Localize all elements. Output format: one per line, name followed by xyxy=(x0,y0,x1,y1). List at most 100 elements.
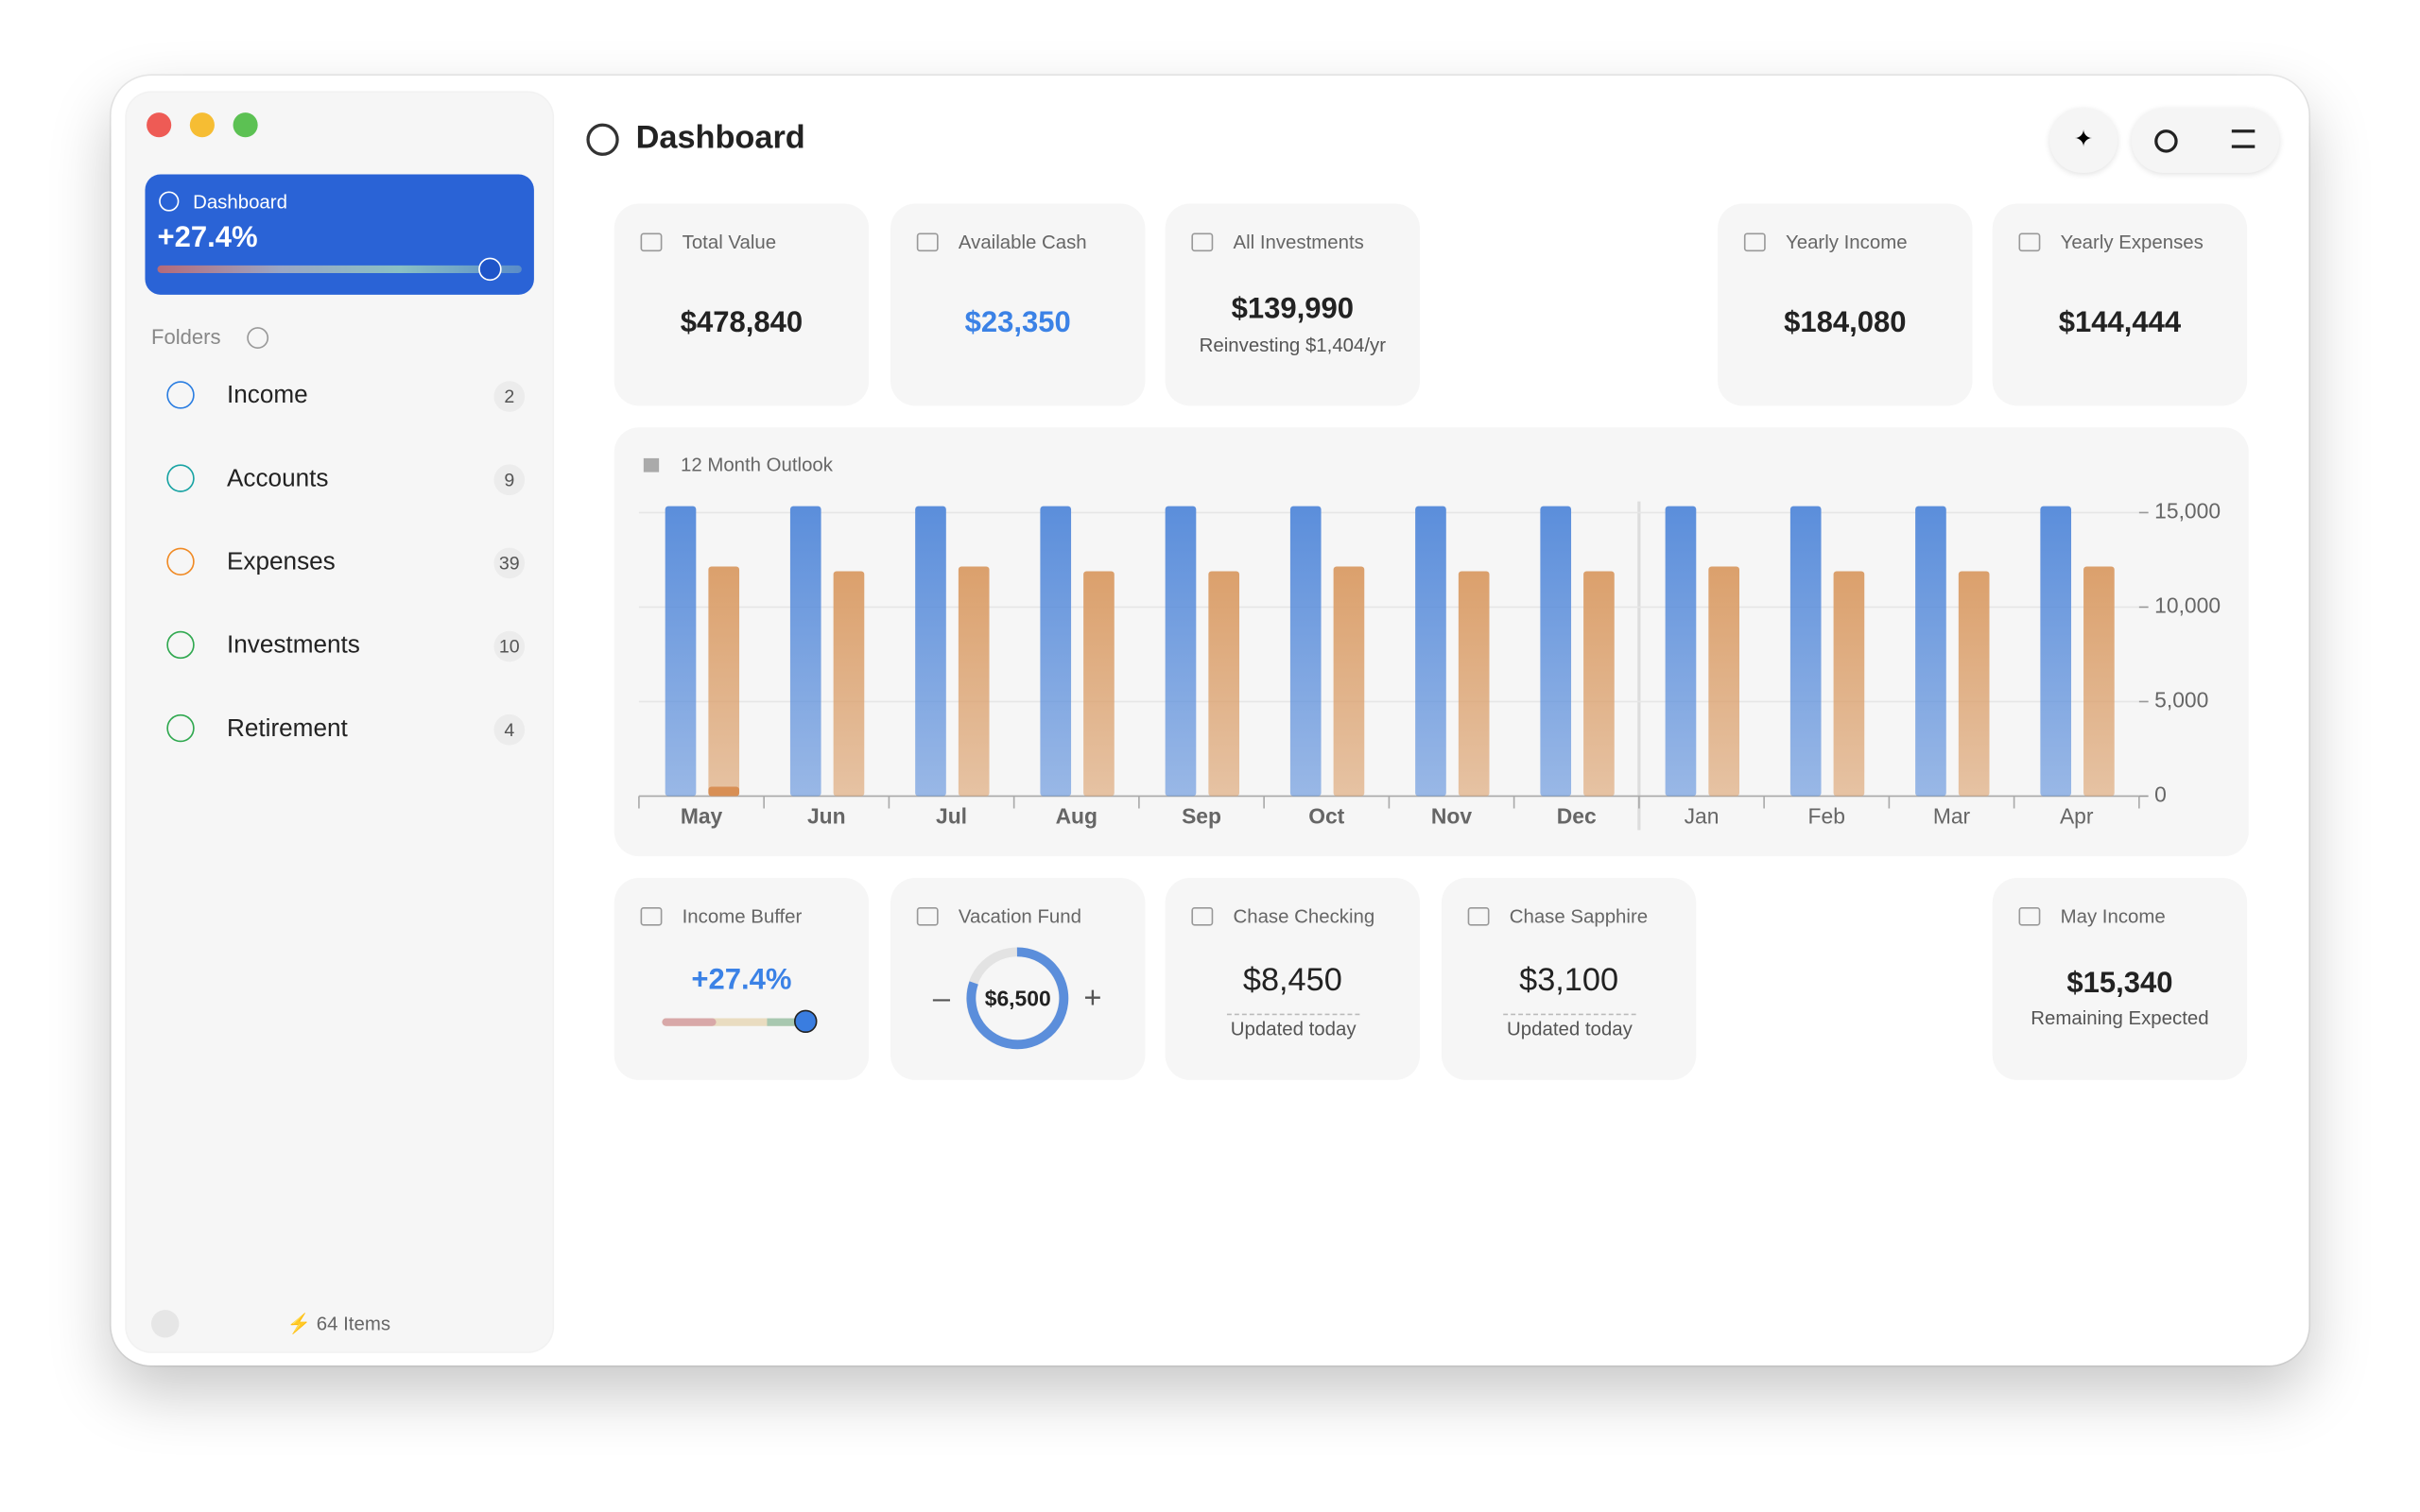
bar xyxy=(665,506,697,797)
chart-icon xyxy=(643,457,660,472)
folder-icon xyxy=(166,713,195,743)
stat-card: Chase Sapphire $3,100 Updated today xyxy=(1441,877,1697,1080)
x-tick-label: Oct xyxy=(1308,803,1344,828)
card-value: $139,990 xyxy=(1231,293,1355,326)
bar xyxy=(1458,571,1490,797)
x-tick-label: Jan xyxy=(1685,803,1720,828)
card-note: Reinvesting $1,404/yr xyxy=(1199,335,1387,357)
add-folder-button[interactable] xyxy=(247,327,269,349)
toolbar-group xyxy=(2131,108,2280,173)
card-label: May Income xyxy=(2060,905,2166,928)
card-value: $3,100 xyxy=(1519,962,1619,999)
bar xyxy=(1958,571,1990,797)
card-note: Remaining Expected xyxy=(2031,1007,2209,1029)
folder-row[interactable]: Expenses 39 xyxy=(148,534,534,595)
dashboard-card[interactable]: Dashboard +27.4% xyxy=(145,174,534,295)
card-label: All Investments xyxy=(1233,231,1364,253)
card-note: Updated today xyxy=(1503,1013,1636,1040)
stat-card: Vacation Fund $6,500 xyxy=(890,877,1146,1080)
card-value: $6,500 xyxy=(984,986,1051,1011)
folders-label: Folders xyxy=(150,325,221,349)
bar xyxy=(1915,506,1946,797)
bar xyxy=(1583,571,1615,797)
x-tick-label: May xyxy=(681,803,723,828)
magic-button[interactable]: ✦ xyxy=(2049,108,2118,173)
bar xyxy=(1833,571,1865,797)
folder-name: Expenses xyxy=(226,549,336,576)
card-icon xyxy=(640,232,663,252)
folder-name: Accounts xyxy=(226,466,329,492)
folder-row[interactable]: Income 2 xyxy=(148,368,534,429)
x-tick-label: Aug xyxy=(1056,803,1098,828)
folder-row[interactable]: Investments 10 xyxy=(148,617,534,679)
card-icon xyxy=(2018,906,2041,926)
card-label: Yearly Income xyxy=(1785,231,1908,253)
x-tick-label: Sep xyxy=(1182,803,1221,828)
play-button[interactable] xyxy=(2154,129,2178,153)
card-value: $8,450 xyxy=(1242,962,1342,999)
page-title: Dashboard xyxy=(635,120,805,156)
card-value: $144,444 xyxy=(2058,306,2182,340)
buffer-knob[interactable] xyxy=(793,1009,818,1034)
folder-name: Income xyxy=(226,382,308,409)
card-value: +27.4% xyxy=(691,964,792,997)
bar xyxy=(789,506,821,797)
x-tick-label: Mar xyxy=(1933,803,1971,828)
stat-card: Yearly Income $184,080 xyxy=(1718,203,1973,406)
zoom-button[interactable] xyxy=(233,112,258,138)
bar xyxy=(708,786,740,797)
folder-row[interactable]: Retirement 4 xyxy=(148,700,534,762)
bar xyxy=(958,566,990,797)
bar xyxy=(1208,571,1240,797)
bar xyxy=(2040,506,2072,797)
bar xyxy=(1708,566,1739,797)
dashboard-card-value: +27.4% xyxy=(157,222,258,255)
folder-row[interactable]: Accounts 9 xyxy=(148,451,534,512)
dashboard-card-title: Dashboard xyxy=(193,191,287,214)
close-button[interactable] xyxy=(147,112,172,138)
card-label: Chase Sapphire xyxy=(1509,905,1649,928)
card-label: Available Cash xyxy=(958,231,1087,253)
card-label: Yearly Expenses xyxy=(2060,231,2204,253)
folder-count: 10 xyxy=(493,630,526,662)
bar xyxy=(1415,506,1446,797)
card-value: $478,840 xyxy=(680,306,804,340)
increment-button[interactable]: + xyxy=(1083,980,1101,1015)
card-label: Chase Checking xyxy=(1233,905,1375,928)
item-count: 64 Items xyxy=(316,1313,391,1335)
minimize-button[interactable] xyxy=(189,112,215,138)
folder-icon xyxy=(166,464,195,492)
stat-card: Income Buffer +27.4% xyxy=(614,877,870,1080)
card-icon xyxy=(1191,232,1214,252)
card-icon xyxy=(2018,232,2041,252)
card-icon xyxy=(640,906,663,926)
x-tick-label: Jun xyxy=(807,803,846,828)
bar xyxy=(1040,506,1072,797)
stat-card: Chase Checking $8,450 Updated today xyxy=(1165,877,1421,1080)
bar xyxy=(1165,506,1197,797)
folder-name: Investments xyxy=(226,632,360,660)
history-button[interactable] xyxy=(150,1310,180,1338)
bar xyxy=(1789,506,1822,797)
decrement-button[interactable]: – xyxy=(933,980,951,1015)
y-tick-label: 5,000 xyxy=(2154,687,2208,712)
folder-count: 9 xyxy=(493,464,526,496)
card-value: $15,340 xyxy=(2066,967,2173,1000)
bar xyxy=(833,571,865,797)
x-tick-label: Jul xyxy=(936,803,967,828)
dashboard-icon xyxy=(159,191,180,212)
folder-count: 39 xyxy=(493,547,526,579)
slider-knob[interactable] xyxy=(478,257,502,282)
settings-button[interactable] xyxy=(2231,129,2256,148)
vacation-ring xyxy=(966,947,1069,1050)
card-icon xyxy=(1191,906,1214,926)
card-label: Total Value xyxy=(682,231,777,253)
buffer-slider xyxy=(157,265,522,273)
folder-count: 2 xyxy=(493,381,526,412)
bar xyxy=(915,506,946,797)
folder-icon xyxy=(166,547,195,576)
card-icon xyxy=(1743,232,1766,252)
